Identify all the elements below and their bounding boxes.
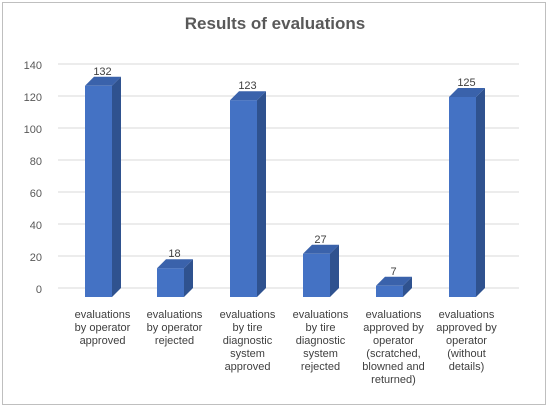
y-tick-label: 20 [30,252,42,264]
bar-front [230,100,257,297]
bar [376,276,412,297]
y-tick-label: 60 [30,188,42,200]
bar-top [376,276,412,286]
bar-front [85,85,112,297]
bar [157,259,193,297]
bar-top [157,259,193,269]
y-axis-ticks: 0 20 40 60 80 100 120 140 [24,60,42,296]
data-label: 27 [314,234,326,246]
y-tick-label: 140 [24,60,42,72]
x-category-label: evaluations by tire diagnostic system approv… [219,309,276,373]
x-category-label: evaluations by operator rejected [146,309,203,347]
bar [449,88,485,297]
x-category-label: evaluations by operator approved [74,309,131,347]
gridlines [58,63,519,289]
bar-front [376,285,403,297]
data-labels: 132 18 123 27 7 125 [93,66,475,278]
y-tick-label: 40 [30,220,42,232]
bar-side [476,88,485,297]
data-label: 125 [457,77,475,89]
bar [303,244,339,297]
bar-top [303,244,339,254]
bar-front [303,253,330,297]
data-label: 132 [93,66,111,78]
y-tick-label: 120 [24,92,42,104]
y-tick-label: 80 [30,156,42,168]
bar-top [449,88,485,97]
bar-front [449,97,476,297]
x-category-label: evaluations approved by operator (without de… [436,309,497,373]
chart-title: Results of evaluations [184,14,366,33]
bars [85,76,485,297]
bar [85,76,121,297]
bar-side [257,91,266,297]
bar-side [112,76,121,297]
y-tick-label: 0 [36,284,42,296]
data-label: 18 [168,248,180,260]
bar-side [184,259,193,297]
bar-top [230,91,266,101]
y-tick-label: 100 [24,124,42,136]
x-category-label: evaluations approved by operator (scratched… [362,309,425,386]
bar-side [330,244,339,297]
bar [230,91,266,297]
bar-front [157,268,184,297]
data-label: 7 [390,266,396,278]
x-category-label: evaluations by tire diagnostic system reject… [292,309,349,373]
bar-top [85,76,121,86]
data-label: 123 [238,80,256,92]
bar-side [403,276,412,297]
